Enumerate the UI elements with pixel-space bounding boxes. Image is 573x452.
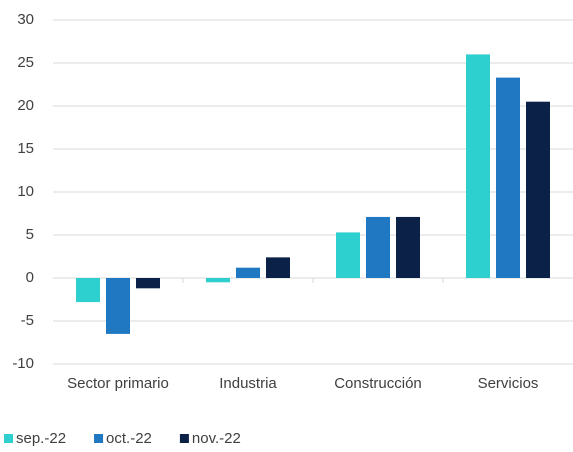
bar [496,77,520,279]
x-tick-label: Industria [219,375,277,392]
bar [526,101,550,278]
legend-swatch [179,434,189,443]
y-tick-label: 0 [26,269,34,286]
y-tick-label: 30 [17,11,34,28]
y-tick-label: 20 [17,97,34,114]
x-tick-label: Servicios [478,375,539,392]
bar [466,54,490,279]
legend-swatch [4,434,13,443]
legend-label: oct.-22 [106,430,152,447]
legend-swatch [94,434,104,443]
y-tick-label: 10 [17,183,34,200]
y-tick-label: -10 [12,355,34,372]
y-tick-label: -5 [21,312,34,329]
bar [106,278,130,334]
bar [266,257,290,278]
legend-label: nov.-22 [192,430,241,447]
bar [136,278,160,289]
legend-label: sep.-22 [16,430,66,447]
bar [206,278,230,283]
bar [336,232,360,278]
y-tick-label: 15 [17,140,34,157]
x-tick-label: Sector primario [67,375,169,392]
bar [366,216,390,278]
bar [76,278,100,303]
x-tick-label: Construcción [334,375,422,392]
bar [396,216,420,278]
bar [236,267,260,278]
y-tick-label: 25 [17,54,34,71]
y-tick-label: 5 [26,226,34,243]
